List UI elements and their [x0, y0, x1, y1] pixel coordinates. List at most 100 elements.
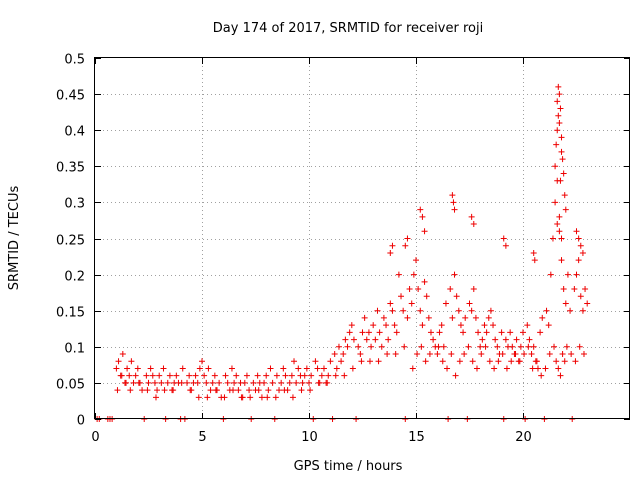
data-point: [400, 307, 407, 314]
data-point: [573, 228, 580, 235]
data-point: [286, 379, 293, 386]
data-point: [389, 242, 396, 249]
data-point: [553, 358, 560, 365]
data-point: [447, 286, 454, 293]
data-point: [205, 365, 212, 372]
data-point: [130, 379, 137, 386]
y-tick-label: 0.3: [64, 197, 85, 212]
y-tick-label: 0.5: [64, 53, 85, 68]
data-point: [357, 351, 364, 358]
data-point: [209, 379, 216, 386]
data-point: [579, 249, 586, 256]
data-point: [265, 387, 272, 394]
data-point: [555, 83, 562, 90]
data-point: [421, 278, 428, 285]
data-point: [355, 343, 362, 350]
data-point: [247, 394, 254, 401]
data-point: [481, 322, 488, 329]
data-point: [580, 351, 587, 358]
data-point: [374, 307, 381, 314]
data-point: [508, 358, 515, 365]
data-point: [450, 199, 457, 206]
data-point: [384, 351, 391, 358]
data-point: [479, 336, 486, 343]
data-point: [451, 206, 458, 213]
data-point: [473, 365, 480, 372]
data-point: [144, 387, 151, 394]
data-point: [222, 372, 229, 379]
data-point: [246, 387, 253, 394]
data-point: [427, 329, 434, 336]
y-tick-label: 0.2: [64, 270, 85, 285]
data-point: [520, 329, 526, 336]
data-point: [562, 300, 569, 307]
data-point: [348, 322, 355, 329]
data-point: [434, 351, 441, 358]
data-point: [166, 372, 173, 379]
data-point: [422, 358, 429, 365]
data-point: [389, 307, 396, 314]
data-point: [170, 387, 177, 394]
data-point: [442, 300, 449, 307]
data-point: [335, 343, 342, 350]
x-tick-label: 0: [91, 430, 99, 445]
data-point: [233, 372, 240, 379]
data-point: [449, 192, 456, 199]
y-tick-label: 0.25: [56, 234, 85, 249]
data-point: [452, 372, 459, 379]
data-point: [211, 372, 218, 379]
data-point: [572, 358, 579, 365]
data-point: [118, 372, 125, 379]
data-point: [298, 387, 305, 394]
data-point: [378, 343, 385, 350]
data-point: [203, 379, 210, 386]
data-point: [573, 271, 580, 278]
data-point: [156, 372, 163, 379]
data-point: [398, 293, 405, 300]
data-point: [158, 379, 165, 386]
data-point: [128, 358, 135, 365]
data-point: [293, 379, 300, 386]
data-point: [312, 358, 319, 365]
data-point: [404, 235, 411, 242]
data-point: [151, 379, 158, 386]
data-point: [254, 372, 261, 379]
data-point: [231, 379, 238, 386]
data-point: [421, 228, 428, 235]
data-point: [342, 336, 349, 343]
data-point: [346, 329, 353, 336]
data-point: [207, 387, 214, 394]
data-point: [325, 372, 332, 379]
data-point: [559, 156, 566, 163]
data-point: [552, 199, 559, 206]
data-point: [495, 358, 502, 365]
data-point: [366, 358, 373, 365]
data-point: [449, 314, 456, 321]
data-point: [470, 286, 477, 293]
data-point: [387, 249, 394, 256]
data-point: [417, 307, 424, 314]
data-point: [419, 213, 426, 220]
data-point: [483, 329, 490, 336]
data-point: [241, 379, 248, 386]
data-point: [127, 387, 134, 394]
data-point: [556, 213, 563, 220]
data-point: [358, 358, 365, 365]
data-point: [315, 379, 322, 386]
data-point: [192, 372, 199, 379]
data-point: [530, 343, 537, 350]
data-point: [430, 336, 437, 343]
data-point: [470, 221, 477, 228]
data-point: [160, 365, 167, 372]
data-point: [402, 242, 409, 249]
data-point: [546, 351, 553, 358]
x-tick-label: 15: [408, 430, 425, 445]
data-point: [308, 372, 315, 379]
data-point: [318, 372, 325, 379]
data-point: [418, 343, 425, 350]
data-point: [531, 257, 538, 264]
plot-frame: [94, 57, 630, 419]
data-point: [132, 372, 139, 379]
data-point: [419, 322, 426, 329]
data-point: [269, 379, 276, 386]
